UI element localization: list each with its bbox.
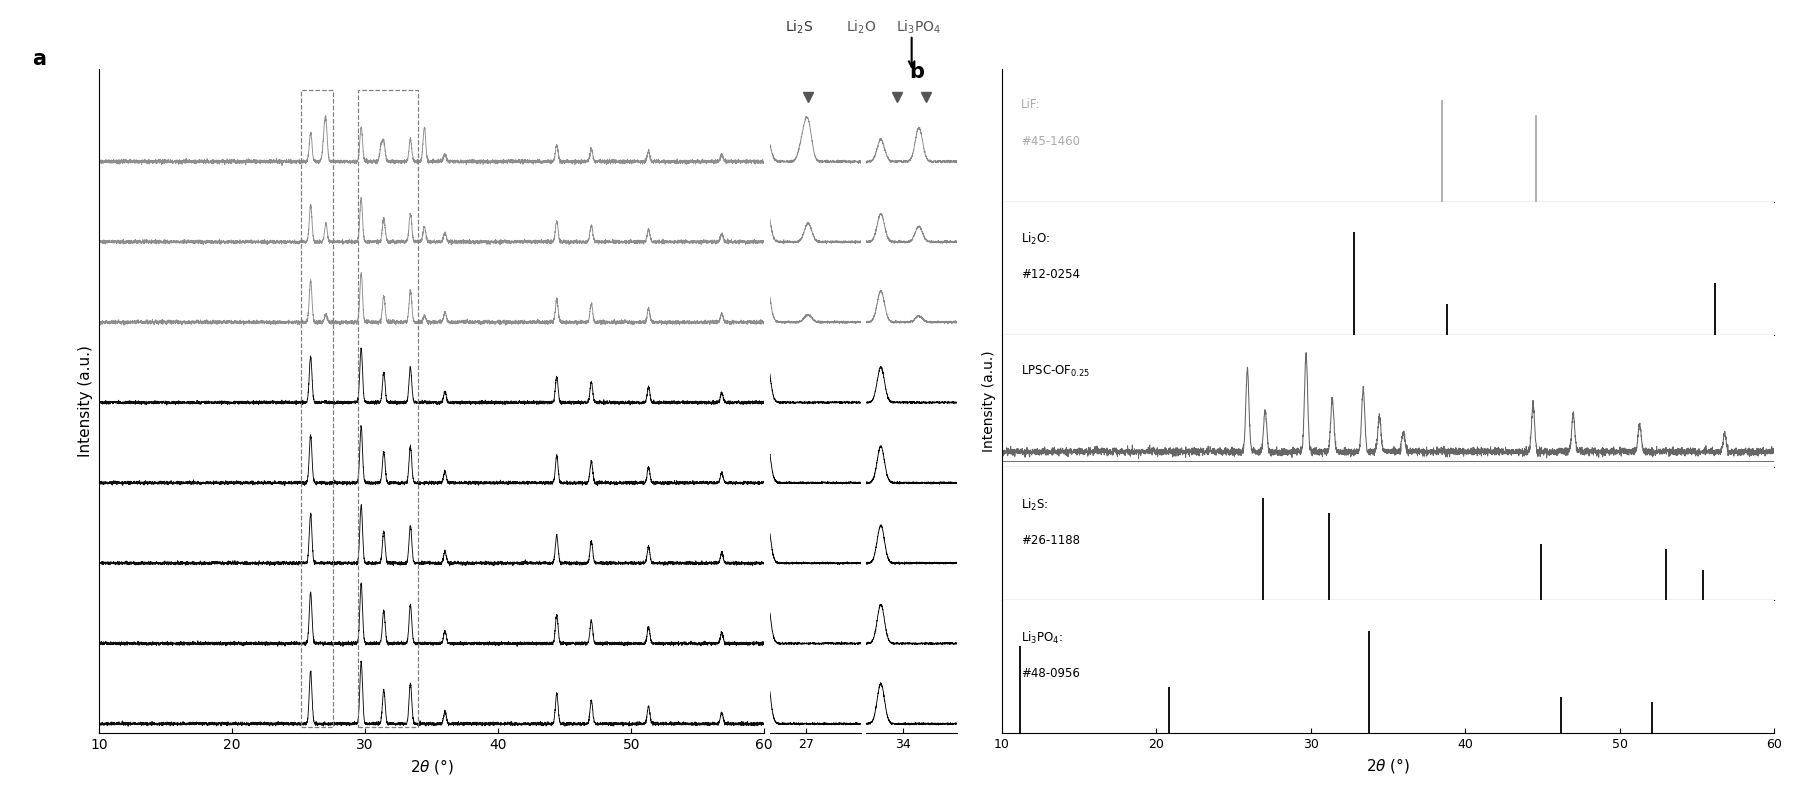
Text: b: b	[910, 62, 924, 82]
Text: LPSC-O$_{1.5}$: LPSC-O$_{1.5}$	[769, 454, 821, 468]
Text: #26-1188: #26-1188	[1021, 534, 1081, 547]
Text: LPSC: LPSC	[769, 697, 796, 707]
Text: Li$_2$O:: Li$_2$O:	[1021, 231, 1050, 247]
Text: a: a	[32, 49, 47, 69]
Text: #48-0956: #48-0956	[1021, 667, 1081, 680]
Text: Li$_3$PO$_4$:: Li$_3$PO$_4$:	[1021, 629, 1063, 646]
Text: Li$_2$S: Li$_2$S	[785, 19, 814, 36]
Text: LPSC-OF$_{0.25}$: LPSC-OF$_{0.25}$	[1021, 364, 1090, 379]
Text: Li$_2$O: Li$_2$O	[846, 19, 875, 36]
X-axis label: 2$\theta$ (°): 2$\theta$ (°)	[1365, 757, 1410, 775]
Text: LiF:: LiF:	[1021, 98, 1041, 111]
Text: LPSC-OF$_{0.05}$: LPSC-OF$_{0.05}$	[769, 374, 830, 388]
Text: LPSC-OF$_{0.25}$: LPSC-OF$_{0.25}$	[769, 213, 830, 227]
Text: #45-1460: #45-1460	[1021, 135, 1081, 148]
X-axis label: 2$\theta$ (°): 2$\theta$ (°)	[409, 757, 454, 777]
Y-axis label: Intensity (a.u.): Intensity (a.u.)	[79, 345, 94, 457]
Text: LPSC-O$_{0.5}$: LPSC-O$_{0.5}$	[769, 615, 821, 629]
Y-axis label: Intensity (a.u.): Intensity (a.u.)	[982, 350, 996, 452]
Text: LPSC-O: LPSC-O	[769, 536, 809, 547]
Text: Li$_2$S:: Li$_2$S:	[1021, 497, 1048, 513]
Text: Li$_3$PO$_4$: Li$_3$PO$_4$	[895, 19, 942, 36]
Text: #12-0254: #12-0254	[1021, 268, 1081, 281]
Text: LPSC-OF$_{0.35}$: LPSC-OF$_{0.35}$	[769, 133, 830, 147]
Text: LPSC-OF$_{0.15}$: LPSC-OF$_{0.15}$	[769, 294, 830, 308]
